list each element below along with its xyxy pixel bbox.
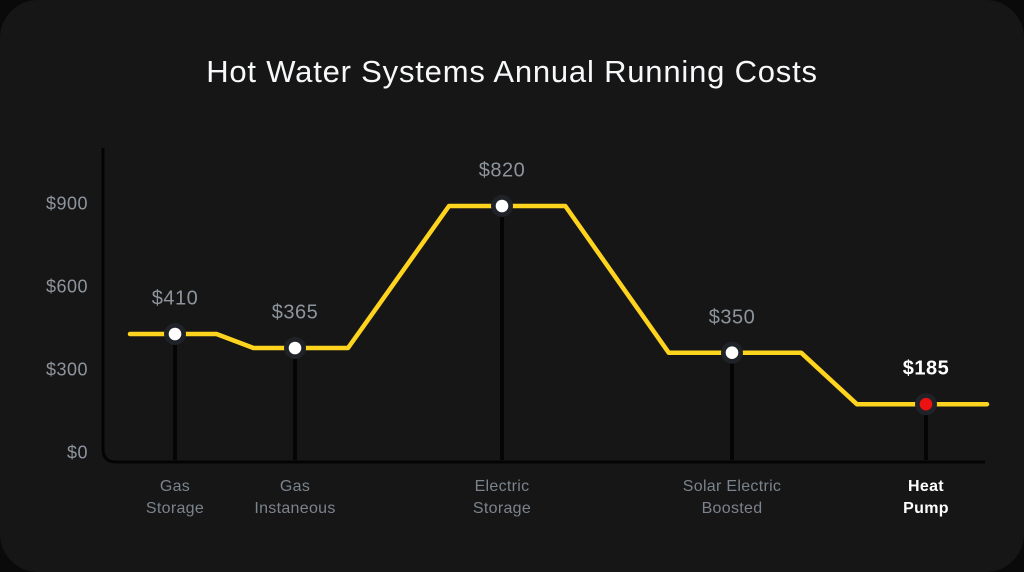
- category-label: Electric Storage: [472, 478, 532, 517]
- y-tick-label: $600: [45, 276, 88, 297]
- data-point-marker: [725, 346, 739, 360]
- cost-line: [127, 203, 990, 407]
- value-label: $365: [271, 301, 319, 324]
- category-label: Gas Storage: [145, 478, 205, 517]
- value-label-highlighted: $185: [902, 357, 950, 380]
- data-point-marker-highlighted: [919, 397, 933, 411]
- chart-title: Hot Water Systems Annual Running Costs: [206, 54, 818, 89]
- data-point-marker: [288, 341, 302, 355]
- category-label: Solar Electric Boosted: [682, 478, 782, 517]
- category-label-highlighted: Heat Pump: [903, 478, 949, 517]
- y-tick-label: $900: [45, 193, 88, 214]
- data-point-marker: [168, 327, 182, 341]
- value-label: $350: [708, 306, 756, 329]
- value-label: $820: [478, 159, 526, 182]
- data-point-marker: [495, 199, 509, 213]
- value-label: $410: [151, 287, 199, 310]
- category-label: Gas Instaneous: [254, 478, 336, 517]
- y-tick-label: $300: [45, 359, 88, 380]
- y-tick-label: $0: [66, 442, 88, 463]
- axis-lines: [101, 148, 985, 464]
